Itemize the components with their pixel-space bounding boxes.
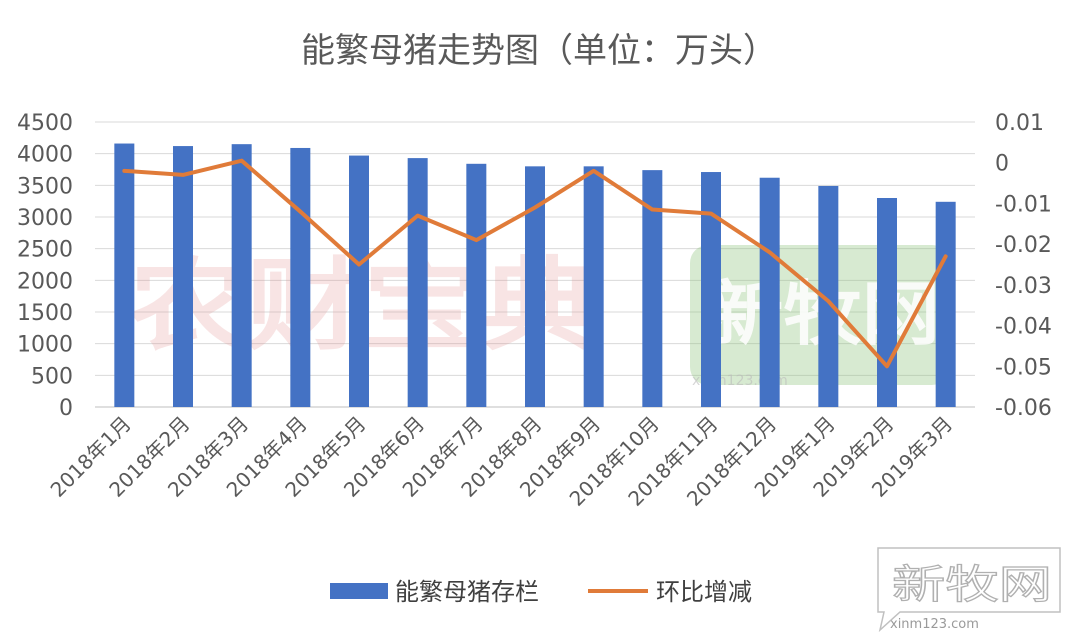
- bar: [759, 177, 780, 407]
- y-left-tick-label: 500: [31, 364, 73, 389]
- line-series: [122, 158, 948, 369]
- y-right-tick-label: -0.03: [995, 274, 1052, 299]
- bar: [349, 155, 369, 407]
- bar: [525, 166, 545, 407]
- y-right-tick-label: -0.05: [995, 355, 1052, 380]
- bar-series: [114, 143, 956, 408]
- y-right-tick-label: -0.01: [995, 192, 1052, 217]
- legend-bar-label: 能繁母猪存栏: [395, 578, 539, 606]
- corner-watermark-bubble: [877, 547, 1061, 633]
- y-left-tick-label: 4500: [17, 111, 73, 136]
- y-left-tick-label: 4000: [17, 143, 73, 168]
- corner-watermark-text: 新牧网: [892, 562, 1052, 608]
- y-left-tick-label: 3500: [17, 174, 73, 199]
- y-right-tick-label: 0.01: [995, 111, 1044, 136]
- legend-bar-swatch: [330, 583, 388, 599]
- bar: [877, 198, 897, 407]
- chart-title: 能繁母猪走势图（单位：万头）: [301, 31, 777, 71]
- y-right-tick-label: -0.02: [995, 233, 1052, 258]
- y-right-tick-label: -0.04: [995, 315, 1052, 340]
- corner-watermark: 新牧网 xinm123.com: [877, 547, 1061, 633]
- y-left-tick-label: 2500: [17, 238, 73, 263]
- y-left-tick-label: 0: [59, 396, 73, 421]
- y-left-tick-label: 1500: [17, 301, 73, 326]
- y-right-tick-label: -0.06: [995, 396, 1052, 421]
- bar: [818, 185, 839, 407]
- bar: [114, 143, 135, 408]
- bar: [407, 158, 428, 407]
- bar: [583, 166, 604, 407]
- x-axis: 2018年1月2018年2月2018年3月2018年4月2018年5月2018年…: [46, 412, 958, 511]
- y-right-tick-label: 0: [995, 152, 1009, 177]
- bar: [935, 201, 956, 407]
- y-left-tick-label: 3000: [17, 206, 73, 231]
- bar: [701, 172, 721, 407]
- y-left-tick-label: 2000: [17, 269, 73, 294]
- corner-watermark-url: xinm123.com: [890, 617, 979, 632]
- bar: [290, 147, 311, 407]
- y-axis-right: -0.06 -0.05 -0.04 -0.03 -0.02 -0.01 0 0.01: [995, 111, 1052, 421]
- legend: 能繁母猪存栏 环比增减: [330, 578, 752, 606]
- y-left-tick-label: 1000: [17, 333, 73, 358]
- bar: [642, 170, 663, 407]
- legend-line-label: 环比增减: [656, 578, 752, 606]
- bar: [173, 146, 193, 408]
- bar: [231, 144, 252, 407]
- bar: [466, 163, 487, 407]
- y-axis-left: 0 500 1000 1500 2000 2500 3000 3500 4000 4500: [17, 111, 73, 421]
